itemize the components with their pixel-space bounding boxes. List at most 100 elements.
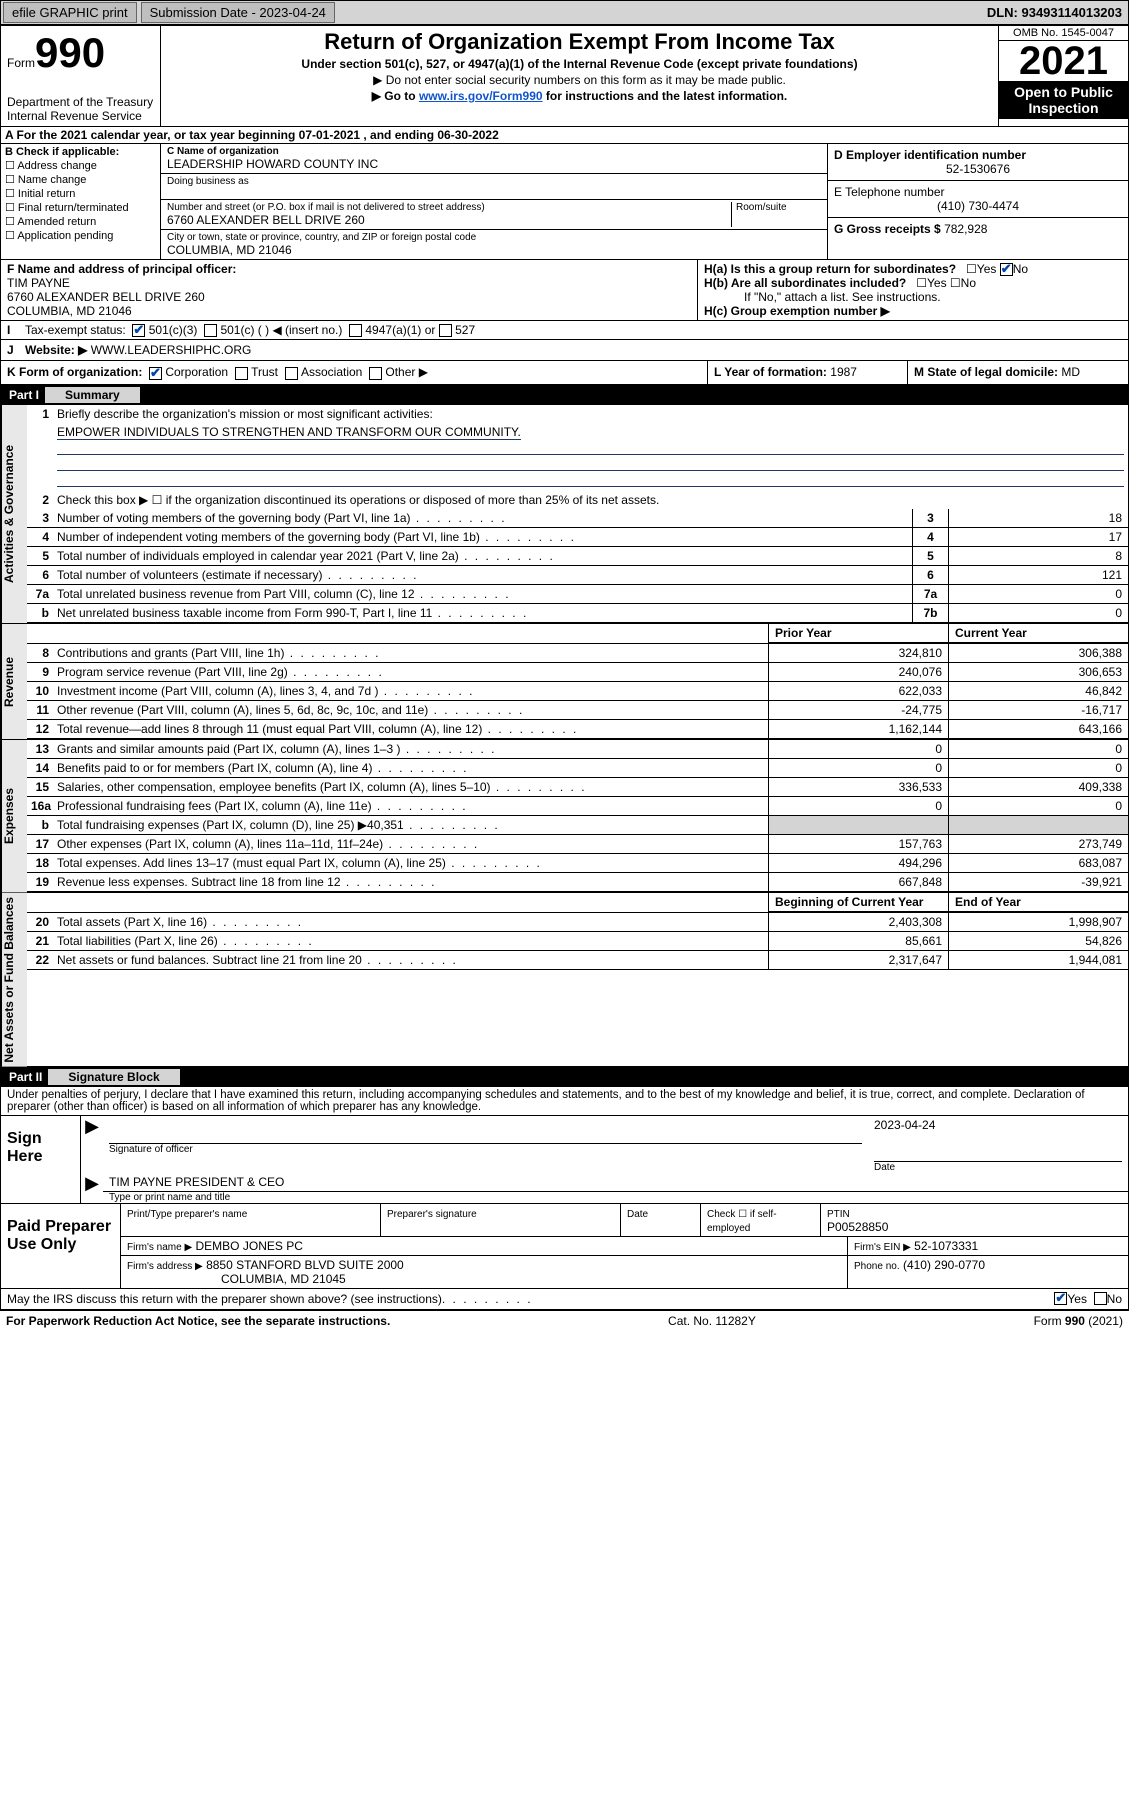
goto-post: for instructions and the latest informat…: [543, 89, 788, 103]
declaration-text: Under penalties of perjury, I declare th…: [1, 1087, 1128, 1115]
ck-name-change[interactable]: ☐ Name change: [5, 173, 156, 186]
officer-sig-line: [109, 1126, 862, 1144]
exp-row: 14Benefits paid to or for members (Part …: [27, 759, 1128, 778]
footer-cat: Cat. No. 11282Y: [668, 1314, 756, 1328]
summary-governance: Activities & Governance 1Briefly describ…: [1, 405, 1128, 624]
tel-cell: E Telephone number (410) 730-4474: [828, 181, 1128, 218]
ck-amended[interactable]: ☐ Amended return: [5, 215, 156, 228]
q2-text: Check this box ▶ ☐ if the organization d…: [53, 491, 1128, 509]
prep-date-label: Date: [627, 1209, 648, 1220]
gross-label: G Gross receipts $: [834, 222, 941, 236]
col-b: B Check if applicable: ☐ Address change …: [1, 144, 161, 259]
room-label: Room/suite: [736, 202, 821, 213]
h-b: H(b) Are all subordinates included? ☐Yes…: [704, 276, 1122, 290]
ha-no-checkbox[interactable]: [1000, 263, 1013, 276]
rev-row: 12Total revenue—add lines 8 through 11 (…: [27, 720, 1128, 739]
mission-text: EMPOWER INDIVIDUALS TO STRENGTHEN AND TR…: [57, 425, 521, 440]
col-prior: Prior Year: [768, 624, 948, 643]
efile-print-button[interactable]: efile GRAPHIC print: [3, 2, 137, 23]
header-mid: Return of Organization Exempt From Incom…: [161, 26, 998, 126]
col-curr: Current Year: [948, 624, 1128, 643]
section-h: H(a) Is this a group return for subordin…: [698, 260, 1128, 320]
addr-label: Number and street (or P.O. box if mail i…: [167, 202, 731, 213]
tax-year: 2021: [999, 41, 1128, 81]
vtab-revenue: Revenue: [1, 624, 27, 739]
row-a-text: A For the 2021 calendar year, or tax yea…: [1, 127, 503, 143]
header-left: Form990 Department of the Treasury Inter…: [1, 26, 161, 126]
paid-preparer-block: Paid Preparer Use Only Print/Type prepar…: [1, 1203, 1128, 1289]
goto-pre: ▶ Go to: [372, 89, 419, 103]
ck-final-return[interactable]: ☐ Final return/terminated: [5, 201, 156, 214]
vtab-expenses: Expenses: [1, 740, 27, 892]
city-label: City or town, state or province, country…: [167, 232, 821, 243]
ck-527[interactable]: [439, 324, 452, 337]
rev-row: 8Contributions and grants (Part VIII, li…: [27, 644, 1128, 663]
na-row: 20Total assets (Part X, line 16)2,403,30…: [27, 913, 1128, 932]
discuss-yes[interactable]: [1054, 1292, 1067, 1305]
officer-name-title: TIM PAYNE PRESIDENT & CEO: [103, 1173, 1128, 1192]
dba-label: Doing business as: [167, 176, 821, 187]
ck-501c3[interactable]: [132, 324, 145, 337]
exp-row: 17Other expenses (Part IX, column (A), l…: [27, 835, 1128, 854]
ck-trust[interactable]: [235, 367, 248, 380]
principal-officer: F Name and address of principal officer:…: [1, 260, 698, 320]
firm-addr2: COLUMBIA, MD 21045: [127, 1272, 346, 1286]
ein-val: 52-1530676: [834, 162, 1122, 176]
officer-sig-label: Signature of officer: [103, 1144, 868, 1155]
col-beg: Beginning of Current Year: [768, 893, 948, 912]
gov-row: 3Number of voting members of the governi…: [27, 509, 1128, 528]
self-emp-label: Check ☐ if self-employed: [707, 1209, 777, 1234]
form-word: Form: [7, 56, 35, 70]
exp-row: 15Salaries, other compensation, employee…: [27, 778, 1128, 797]
gov-row: bNet unrelated business taxable income f…: [27, 604, 1128, 623]
addr-cell: Number and street (or P.O. box if mail i…: [161, 200, 827, 230]
prep-sig-label: Preparer's signature: [387, 1209, 477, 1220]
opt-4947: 4947(a)(1) or: [365, 323, 435, 337]
line-k-left: K Form of organization: Corporation Trus…: [1, 361, 708, 383]
ck-assoc[interactable]: [285, 367, 298, 380]
part-i-title: Summary: [45, 387, 140, 403]
name-title-label: Type or print name and title: [103, 1192, 1128, 1203]
note-goto: ▶ Go to www.irs.gov/Form990 for instruct…: [167, 89, 992, 103]
opt-501c: 501(c) ( ) ◀ (insert no.): [220, 323, 342, 337]
line-m: M State of legal domicile: MD: [908, 361, 1128, 383]
tel-val: (410) 730-4474: [834, 199, 1122, 213]
col-end: End of Year: [948, 893, 1128, 912]
org-name-label: C Name of organization: [167, 146, 821, 157]
footer-pra: For Paperwork Reduction Act Notice, see …: [6, 1314, 390, 1328]
officer-addr2: COLUMBIA, MD 21046: [7, 304, 691, 318]
rev-row: 9Program service revenue (Part VIII, lin…: [27, 663, 1128, 682]
ck-501c[interactable]: [204, 324, 217, 337]
tax-exempt-label: Tax-exempt status:: [25, 323, 126, 337]
org-name-cell: C Name of organization LEADERSHIP HOWARD…: [161, 144, 827, 174]
irs-link[interactable]: www.irs.gov/Form990: [419, 89, 543, 103]
sign-here-block: Sign Here ▶ Signature of officer 2023-04…: [1, 1115, 1128, 1203]
part-ii-num: Part II: [9, 1070, 42, 1084]
form-container: Form990 Department of the Treasury Inter…: [0, 25, 1129, 1311]
gross-val: 782,928: [944, 222, 987, 236]
submission-date-button[interactable]: Submission Date - 2023-04-24: [141, 2, 335, 23]
ein-label: D Employer identification number: [834, 148, 1122, 162]
col-c: C Name of organization LEADERSHIP HOWARD…: [161, 144, 828, 259]
ck-4947[interactable]: [349, 324, 362, 337]
city-val: COLUMBIA, MD 21046: [167, 243, 821, 257]
exp-row: bTotal fundraising expenses (Part IX, co…: [27, 816, 1128, 835]
ck-initial-return[interactable]: ☐ Initial return: [5, 187, 156, 200]
ck-address-change[interactable]: ☐ Address change: [5, 159, 156, 172]
prep-name-label: Print/Type preparer's name: [127, 1209, 247, 1220]
dba-cell: Doing business as: [161, 174, 827, 200]
discuss-no[interactable]: [1094, 1292, 1107, 1305]
opt-501c3: 501(c)(3): [149, 323, 198, 337]
ck-app-pending[interactable]: ☐ Application pending: [5, 229, 156, 242]
officer-name: TIM PAYNE: [7, 276, 691, 290]
part-i-num: Part I: [9, 388, 39, 402]
ck-corp[interactable]: [149, 367, 162, 380]
line-j: J Website: ▶ WWW.LEADERSHIPHC.ORG: [1, 340, 1128, 361]
form-header: Form990 Department of the Treasury Inter…: [1, 26, 1128, 127]
discuss-row: May the IRS discuss this return with the…: [1, 1289, 1128, 1310]
firm-ein-label: Firm's EIN ▶: [854, 1242, 911, 1253]
section-f-h: F Name and address of principal officer:…: [1, 260, 1128, 321]
row-a: A For the 2021 calendar year, or tax yea…: [1, 127, 1128, 144]
firm-ein: 52-1073331: [914, 1239, 978, 1253]
ck-other[interactable]: [369, 367, 382, 380]
